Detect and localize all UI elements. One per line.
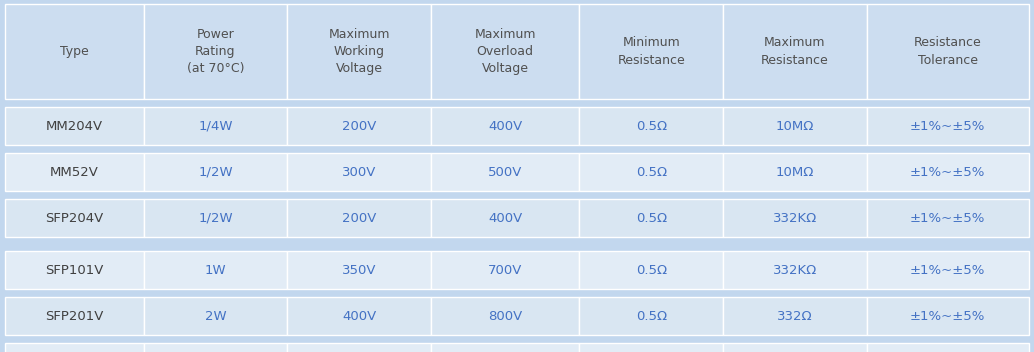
Text: MM204V: MM204V xyxy=(45,119,103,132)
Text: 0.5Ω: 0.5Ω xyxy=(636,212,667,225)
Bar xyxy=(866,297,1029,335)
Text: 400V: 400V xyxy=(488,119,522,132)
Text: 0.5Ω: 0.5Ω xyxy=(636,119,667,132)
Text: 1/4W: 1/4W xyxy=(199,119,233,132)
Bar xyxy=(287,153,431,191)
Text: ±1%~±5%: ±1%~±5% xyxy=(910,119,985,132)
Bar xyxy=(287,199,431,237)
Text: Maximum
Overload
Voltage: Maximum Overload Voltage xyxy=(475,28,536,75)
Text: 0.5Ω: 0.5Ω xyxy=(636,309,667,322)
Text: ±1%~±5%: ±1%~±5% xyxy=(910,264,985,277)
Bar xyxy=(866,199,1029,237)
Bar xyxy=(5,251,144,289)
Text: 10MΩ: 10MΩ xyxy=(776,165,814,178)
Bar xyxy=(431,343,579,352)
Bar xyxy=(431,297,579,335)
Bar xyxy=(144,199,287,237)
Text: Maximum
Resistance: Maximum Resistance xyxy=(761,37,828,67)
Bar xyxy=(579,251,723,289)
Bar xyxy=(579,153,723,191)
Text: 1/2W: 1/2W xyxy=(199,212,233,225)
Bar xyxy=(866,343,1029,352)
Bar xyxy=(431,153,579,191)
Bar xyxy=(287,107,431,145)
Bar xyxy=(5,297,144,335)
Text: 300V: 300V xyxy=(342,165,376,178)
Bar xyxy=(287,4,431,99)
Text: SFP201V: SFP201V xyxy=(45,309,103,322)
Bar xyxy=(866,4,1029,99)
Text: ±1%~±5%: ±1%~±5% xyxy=(910,165,985,178)
Bar xyxy=(579,343,723,352)
Text: 350V: 350V xyxy=(342,264,376,277)
Text: SFP101V: SFP101V xyxy=(45,264,103,277)
Text: ±1%~±5%: ±1%~±5% xyxy=(910,212,985,225)
Bar xyxy=(723,297,866,335)
Bar xyxy=(866,251,1029,289)
Text: 700V: 700V xyxy=(488,264,522,277)
Text: 332Ω: 332Ω xyxy=(777,309,813,322)
Text: 200V: 200V xyxy=(342,212,376,225)
Bar xyxy=(723,251,866,289)
Bar xyxy=(866,153,1029,191)
Text: Power
Rating
(at 70°C): Power Rating (at 70°C) xyxy=(187,28,244,75)
Text: Maximum
Working
Voltage: Maximum Working Voltage xyxy=(328,28,390,75)
Text: 0.5Ω: 0.5Ω xyxy=(636,165,667,178)
Bar xyxy=(431,107,579,145)
Text: 1W: 1W xyxy=(205,264,226,277)
Bar xyxy=(723,343,866,352)
Text: MM52V: MM52V xyxy=(50,165,99,178)
Bar xyxy=(866,107,1029,145)
Bar xyxy=(723,107,866,145)
Text: SFP204V: SFP204V xyxy=(45,212,103,225)
Bar xyxy=(579,297,723,335)
Text: 200V: 200V xyxy=(342,119,376,132)
Text: 332KΩ: 332KΩ xyxy=(772,264,817,277)
Bar xyxy=(144,153,287,191)
Bar xyxy=(431,251,579,289)
Bar xyxy=(5,199,144,237)
Bar xyxy=(5,4,144,99)
Text: 0.5Ω: 0.5Ω xyxy=(636,264,667,277)
Bar xyxy=(144,4,287,99)
Text: 400V: 400V xyxy=(488,212,522,225)
Bar xyxy=(144,107,287,145)
Text: Minimum
Resistance: Minimum Resistance xyxy=(617,37,686,67)
Bar xyxy=(287,251,431,289)
Bar xyxy=(287,343,431,352)
Bar xyxy=(579,199,723,237)
Bar xyxy=(579,4,723,99)
Bar xyxy=(5,107,144,145)
Bar xyxy=(287,297,431,335)
Bar xyxy=(723,153,866,191)
Bar xyxy=(5,153,144,191)
Text: 500V: 500V xyxy=(488,165,522,178)
Text: 1/2W: 1/2W xyxy=(199,165,233,178)
Text: ±1%~±5%: ±1%~±5% xyxy=(910,309,985,322)
Bar xyxy=(723,199,866,237)
Text: 332KΩ: 332KΩ xyxy=(772,212,817,225)
Bar xyxy=(431,199,579,237)
Bar xyxy=(5,343,144,352)
Text: Type: Type xyxy=(60,45,89,58)
Text: 2W: 2W xyxy=(205,309,226,322)
Text: 10MΩ: 10MΩ xyxy=(776,119,814,132)
Text: Resistance
Tolerance: Resistance Tolerance xyxy=(914,37,981,67)
Text: 400V: 400V xyxy=(342,309,376,322)
Bar xyxy=(579,107,723,145)
Bar xyxy=(144,251,287,289)
Bar xyxy=(431,4,579,99)
Bar xyxy=(144,343,287,352)
Bar xyxy=(144,297,287,335)
Bar xyxy=(723,4,866,99)
Text: 800V: 800V xyxy=(488,309,522,322)
